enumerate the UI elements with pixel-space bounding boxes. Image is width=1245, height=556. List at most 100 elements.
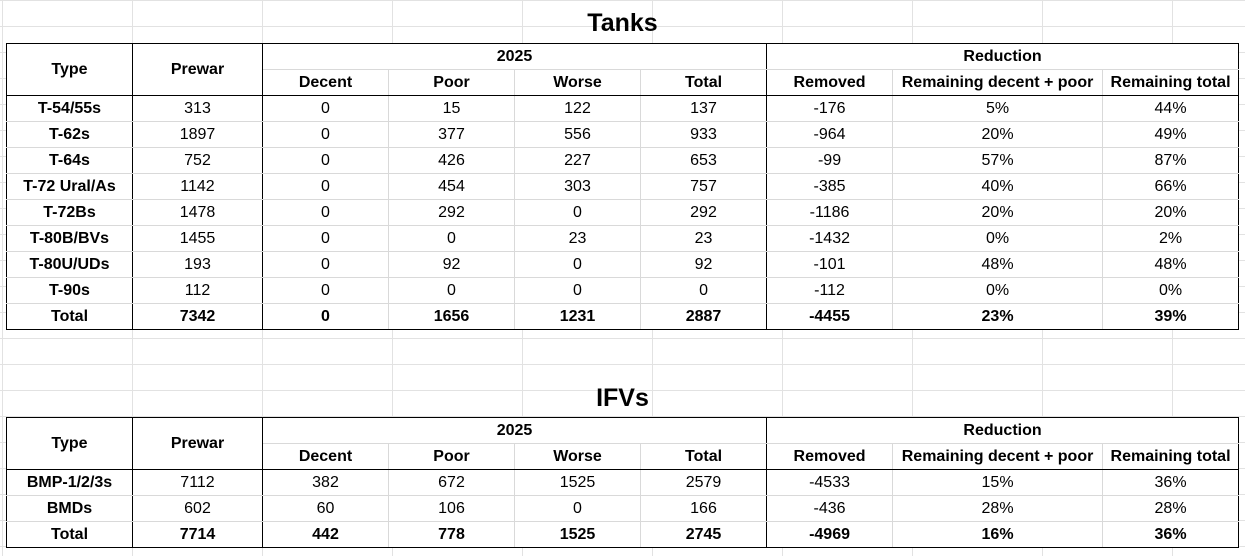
header-worse: Worse bbox=[514, 69, 641, 96]
cell-decent: 0 bbox=[262, 225, 389, 252]
cell-total: 166 bbox=[639, 495, 768, 522]
cell-type: BMP-1/2/3s bbox=[6, 469, 133, 496]
cell-remaining-total: 2% bbox=[1102, 225, 1240, 252]
cell-removed: -112 bbox=[766, 277, 894, 304]
header-type: Type bbox=[6, 43, 133, 96]
cell-type: T-62s bbox=[6, 121, 133, 148]
total-cell-decent: 0 bbox=[262, 303, 389, 330]
header-group-reduction: Reduction bbox=[766, 43, 1240, 70]
cell-type: T-80U/UDs bbox=[6, 251, 133, 278]
total-cell-remaining-decent-poor: 23% bbox=[892, 303, 1104, 330]
cell-remaining-decent-poor: 20% bbox=[892, 121, 1104, 148]
cell-remaining-total: 66% bbox=[1102, 173, 1240, 200]
cell-type: T-54/55s bbox=[6, 95, 133, 122]
cell-type: T-64s bbox=[6, 147, 133, 174]
cell-remaining-decent-poor: 5% bbox=[892, 95, 1104, 122]
cell-remaining-decent-poor: 0% bbox=[892, 277, 1104, 304]
cell-poor: 0 bbox=[388, 225, 515, 252]
table-row: BMDs 602 60 106 0 166 -436 28% 28% bbox=[6, 495, 1240, 522]
cell-decent: 0 bbox=[262, 251, 389, 278]
cell-prewar: 752 bbox=[132, 147, 263, 174]
total-cell-remaining-total: 39% bbox=[1102, 303, 1240, 330]
total-cell-decent: 442 bbox=[262, 521, 389, 548]
ifvs-table: Type Prewar 2025 Reduction Decent Poor W… bbox=[6, 417, 1240, 548]
tanks-header-row-1: Type Prewar 2025 Reduction bbox=[6, 43, 1240, 96]
cell-worse: 0 bbox=[514, 251, 641, 278]
cell-decent: 0 bbox=[262, 199, 389, 226]
cell-worse: 0 bbox=[514, 277, 641, 304]
header-group-2025: 2025 bbox=[261, 417, 768, 444]
total-row: Total 7342 0 1656 1231 2887 -4455 23% 39% bbox=[6, 303, 1240, 330]
cell-decent: 0 bbox=[262, 147, 389, 174]
cell-remaining-total: 44% bbox=[1102, 95, 1240, 122]
header-prewar: Prewar bbox=[132, 417, 263, 470]
cell-total: 2579 bbox=[639, 469, 768, 496]
ifvs-title: IFVs bbox=[596, 384, 649, 412]
cell-worse: 122 bbox=[514, 95, 641, 122]
cell-decent: 0 bbox=[262, 277, 389, 304]
header-type: Type bbox=[6, 417, 133, 470]
cell-remaining-decent-poor: 48% bbox=[892, 251, 1104, 278]
table-row: T-64s 752 0 426 227 653 -99 57% 87% bbox=[6, 147, 1240, 174]
header-remaining-decent-poor: Remaining decent + poor bbox=[892, 443, 1104, 470]
cell-decent: 382 bbox=[262, 469, 389, 496]
ifvs-table-body: Type Prewar 2025 Reduction Decent Poor W… bbox=[6, 417, 1240, 548]
cell-worse: 303 bbox=[514, 173, 641, 200]
table-row: T-90s 112 0 0 0 0 -112 0% 0% bbox=[6, 277, 1240, 304]
header-removed: Removed bbox=[766, 69, 894, 96]
cell-prewar: 1897 bbox=[132, 121, 263, 148]
cell-poor: 426 bbox=[388, 147, 515, 174]
total-cell-total: 2887 bbox=[639, 303, 768, 330]
cell-worse: 556 bbox=[514, 121, 641, 148]
cell-poor: 92 bbox=[388, 251, 515, 278]
cell-removed: -436 bbox=[766, 495, 894, 522]
cell-total: 137 bbox=[639, 95, 768, 122]
cell-total: 92 bbox=[639, 251, 768, 278]
cell-remaining-decent-poor: 28% bbox=[892, 495, 1104, 522]
cell-decent: 0 bbox=[262, 95, 389, 122]
cell-removed: -1186 bbox=[766, 199, 894, 226]
tanks-header-row-2: Decent Poor Worse Total Removed Remainin… bbox=[7, 69, 1240, 96]
cell-type: T-72Bs bbox=[6, 199, 133, 226]
table-row: T-72 Ural/As 1142 0 454 303 757 -385 40% 66% bbox=[6, 173, 1240, 200]
total-cell-type: Total bbox=[6, 303, 133, 330]
cell-prewar: 7112 bbox=[132, 469, 263, 496]
table-row: T-80U/UDs 193 0 92 0 92 -101 48% 48% bbox=[6, 251, 1240, 278]
cell-poor: 377 bbox=[388, 121, 515, 148]
cell-prewar: 1142 bbox=[132, 173, 263, 200]
header-remaining-decent-poor: Remaining decent + poor bbox=[892, 69, 1104, 96]
cell-prewar: 1478 bbox=[132, 199, 263, 226]
cell-remaining-total: 20% bbox=[1102, 199, 1240, 226]
cell-remaining-decent-poor: 40% bbox=[892, 173, 1104, 200]
header-group-reduction: Reduction bbox=[766, 417, 1240, 444]
cell-worse: 23 bbox=[514, 225, 641, 252]
cell-removed: -99 bbox=[766, 147, 894, 174]
header-prewar: Prewar bbox=[132, 43, 263, 96]
header-removed: Removed bbox=[766, 443, 894, 470]
total-cell-type: Total bbox=[6, 521, 133, 548]
cell-prewar: 602 bbox=[132, 495, 263, 522]
cell-decent: 0 bbox=[262, 173, 389, 200]
cell-remaining-total: 49% bbox=[1102, 121, 1240, 148]
cell-prewar: 1455 bbox=[132, 225, 263, 252]
cell-decent: 60 bbox=[262, 495, 389, 522]
total-cell-total: 2745 bbox=[639, 521, 768, 548]
cell-remaining-decent-poor: 0% bbox=[892, 225, 1104, 252]
total-cell-prewar: 7342 bbox=[132, 303, 263, 330]
total-cell-poor: 1656 bbox=[388, 303, 515, 330]
cell-total: 23 bbox=[639, 225, 768, 252]
cell-type: T-90s bbox=[6, 277, 133, 304]
cell-remaining-total: 48% bbox=[1102, 251, 1240, 278]
cell-remaining-total: 0% bbox=[1102, 277, 1240, 304]
cell-remaining-total: 28% bbox=[1102, 495, 1240, 522]
cell-remaining-decent-poor: 20% bbox=[892, 199, 1104, 226]
cell-worse: 0 bbox=[514, 495, 641, 522]
header-total: Total bbox=[639, 443, 768, 470]
cell-type: BMDs bbox=[6, 495, 133, 522]
total-cell-worse: 1525 bbox=[514, 521, 641, 548]
header-poor: Poor bbox=[388, 69, 515, 96]
total-cell-remaining-total: 36% bbox=[1102, 521, 1240, 548]
tanks-table-body: Type Prewar 2025 Reduction Decent Poor W… bbox=[6, 43, 1240, 330]
header-total: Total bbox=[639, 69, 768, 96]
cell-poor: 672 bbox=[388, 469, 515, 496]
